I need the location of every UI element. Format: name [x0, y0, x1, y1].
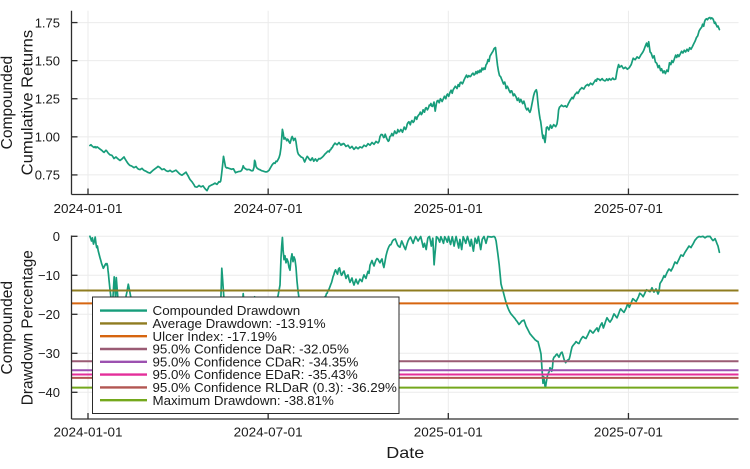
- svg-text:−30: −30: [38, 346, 60, 361]
- svg-text:2024-07-01: 2024-07-01: [234, 425, 303, 440]
- svg-text:2025-07-01: 2025-07-01: [594, 201, 663, 216]
- svg-text:−40: −40: [38, 385, 60, 400]
- svg-text:1.00: 1.00: [35, 130, 60, 145]
- svg-text:Compounded Drawdown: Compounded Drawdown: [153, 303, 301, 318]
- svg-text:95.0% Confidence CDaR: -34.35%: 95.0% Confidence CDaR: -34.35%: [153, 354, 359, 369]
- svg-text:2024-07-01: 2024-07-01: [234, 201, 303, 216]
- svg-text:Ulcer Index: -17.19%: Ulcer Index: -17.19%: [153, 329, 278, 344]
- svg-text:95.0% Confidence DaR: -32.05%: 95.0% Confidence DaR: -32.05%: [153, 342, 350, 357]
- svg-text:Maximum Drawdown: -38.81%: Maximum Drawdown: -38.81%: [153, 393, 335, 408]
- svg-text:2025-01-01: 2025-01-01: [414, 425, 483, 440]
- svg-text:Compounded: Compounded: [0, 281, 16, 375]
- svg-text:1.50: 1.50: [35, 53, 60, 68]
- svg-text:95.0% Confidence RLDaR (0.3):: 95.0% Confidence RLDaR (0.3): -36.29%: [153, 380, 398, 395]
- svg-text:−10: −10: [38, 268, 60, 283]
- svg-text:Compounded: Compounded: [0, 56, 16, 150]
- svg-text:2025-01-01: 2025-01-01: [414, 201, 483, 216]
- svg-text:Cumulative Returns: Cumulative Returns: [20, 30, 37, 176]
- svg-text:Average Drawdown: -13.91%: Average Drawdown: -13.91%: [153, 316, 327, 331]
- svg-text:0.75: 0.75: [35, 168, 60, 183]
- svg-text:2025-07-01: 2025-07-01: [594, 425, 663, 440]
- svg-text:1.75: 1.75: [35, 15, 60, 30]
- svg-text:95.0% Confidence EDaR: -35.43%: 95.0% Confidence EDaR: -35.43%: [153, 367, 359, 382]
- svg-text:0: 0: [53, 229, 60, 244]
- svg-text:1.25: 1.25: [35, 92, 60, 107]
- svg-text:Drawdown Percentage: Drawdown Percentage: [20, 250, 37, 405]
- svg-text:2024-01-01: 2024-01-01: [54, 201, 123, 216]
- svg-text:−20: −20: [38, 307, 60, 322]
- svg-text:2024-01-01: 2024-01-01: [54, 425, 123, 440]
- svg-text:Date: Date: [386, 445, 424, 462]
